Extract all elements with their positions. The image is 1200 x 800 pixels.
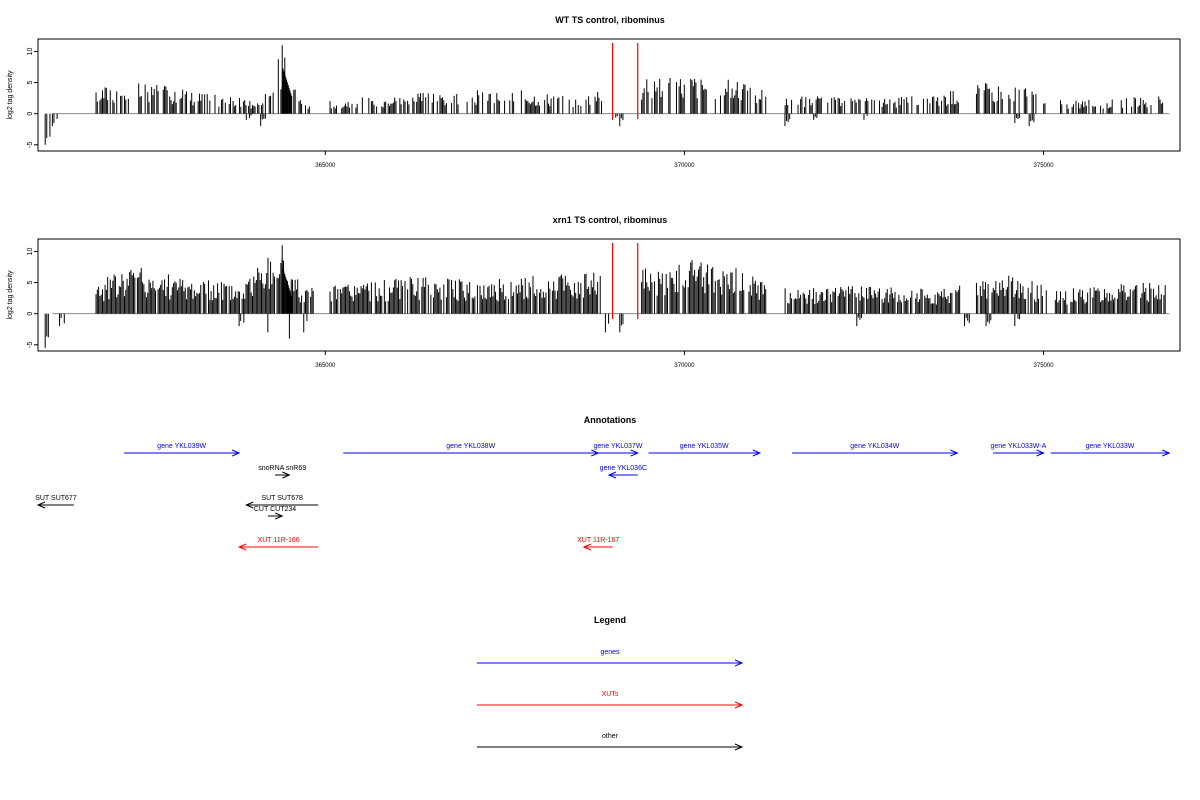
legend-item-xuts: XUTs xyxy=(477,691,744,709)
y-axis: -5 0 5 10 xyxy=(27,47,38,148)
highlight-lines xyxy=(611,243,639,319)
y-tick-label: 0 xyxy=(27,312,34,316)
panel-wt: WT TS control, ribominus log2 tag densit… xyxy=(7,15,1181,169)
legend-item-other: other xyxy=(477,733,744,751)
feature-gene-ykl034w: gene YKL034W xyxy=(792,443,959,457)
legend: Legend genes XUTs other xyxy=(477,615,744,751)
arrowhead xyxy=(231,449,241,457)
arrowhead xyxy=(282,471,291,479)
arrowhead xyxy=(1162,449,1171,457)
highlight-lines xyxy=(611,43,639,119)
annotations-track: Annotations gene YKL039W gene YKL038W gene… xyxy=(35,415,1171,551)
arrowhead xyxy=(582,543,592,551)
y-tick-label: -5 xyxy=(27,142,34,148)
y-tick-label: -5 xyxy=(27,342,34,348)
feature-xut-11r-166: XUT 11R-166 xyxy=(237,537,319,551)
feature-gene-ykl036c: gene YKL036C xyxy=(600,465,647,479)
legend-arrowhead xyxy=(734,701,744,709)
feature-snorna-snr69: snoRNA snR69 xyxy=(258,465,306,479)
feature-label: SUT SUT677 xyxy=(35,495,77,502)
feature-label: gene YKL037W xyxy=(594,443,643,450)
plot-frame xyxy=(37,238,1181,352)
x-tick-label: 370000 xyxy=(674,163,695,169)
legend-title: Legend xyxy=(594,615,626,625)
panel-title: WT TS control, ribominus xyxy=(555,15,665,25)
feature-gene-ykl035w: gene YKL035W xyxy=(648,443,762,457)
legend-label: other xyxy=(602,733,619,740)
feature-xut-11r-167: XUT 11R-167 xyxy=(577,537,619,551)
x-tick-label: 365000 xyxy=(315,363,336,369)
feature-sut-sut678: SUT SUT678 xyxy=(245,495,319,509)
density-bars xyxy=(44,45,1170,145)
arrowhead xyxy=(630,449,639,457)
arrowhead xyxy=(245,501,254,509)
feature-label: gene YKL039W xyxy=(157,443,206,450)
feature-gene-ykl038w: gene YKL038W xyxy=(343,443,600,457)
feature-label: gene YKL034W xyxy=(850,443,899,450)
arrowhead xyxy=(237,543,247,551)
legend-label: genes xyxy=(600,649,620,656)
x-tick-label: 375000 xyxy=(1034,163,1055,169)
legend-item-genes: genes xyxy=(477,649,744,667)
x-tick-label: 375000 xyxy=(1034,363,1055,369)
feature-label: gene YKL036C xyxy=(600,465,647,472)
y-tick-label: 5 xyxy=(27,281,34,285)
feature-label: gene YKL035W xyxy=(680,443,729,450)
plot-frame xyxy=(37,38,1181,152)
arrowhead xyxy=(36,501,46,509)
feature-label: XUT 11R-167 xyxy=(577,537,619,544)
annotations-title: Annotations xyxy=(584,415,637,425)
feature-gene-ykl033w: gene YKL033W xyxy=(1050,443,1171,457)
x-tick-label: 370000 xyxy=(674,363,695,369)
feature-cut-cut234: CUT CUT234 xyxy=(254,506,296,520)
arrowhead xyxy=(275,512,284,520)
feature-gene-ykl037w: gene YKL037W xyxy=(594,443,643,457)
x-tick-label: 365000 xyxy=(315,163,336,169)
arrowhead xyxy=(752,449,762,457)
arrowhead xyxy=(607,471,617,479)
y-axis: -5 0 5 10 xyxy=(27,247,38,348)
feature-label: gene YKL033W xyxy=(1086,443,1135,450)
y-tick-label: 10 xyxy=(27,47,34,55)
feature-label: XUT 11R-166 xyxy=(258,537,300,544)
density-bars xyxy=(44,245,1170,348)
feature-sut-sut677: SUT SUT677 xyxy=(35,495,77,509)
feature-label: CUT CUT234 xyxy=(254,506,296,513)
y-axis-label: log2 tag density xyxy=(7,270,14,320)
y-tick-label: 10 xyxy=(27,247,34,255)
feature-gene-ykl033w-a: gene YKL033W-A xyxy=(991,443,1047,457)
feature-label: gene YKL033W-A xyxy=(991,443,1047,450)
legend-label: XUTs xyxy=(602,691,619,698)
arrowhead xyxy=(1036,449,1045,457)
legend-arrowhead xyxy=(734,659,744,667)
y-tick-label: 5 xyxy=(27,81,34,85)
legend-arrowhead xyxy=(734,743,744,751)
panel-xrn1: xrn1 TS control, ribominus log2 tag dens… xyxy=(7,215,1181,369)
feature-label: SUT SUT678 xyxy=(261,495,303,502)
feature-label: snoRNA snR69 xyxy=(258,465,306,472)
feature-label: gene YKL038W xyxy=(446,443,495,450)
feature-gene-ykl039w: gene YKL039W xyxy=(124,443,241,457)
y-axis-label: log2 tag density xyxy=(7,70,14,120)
arrowhead xyxy=(950,449,959,457)
x-axis: 365000 370000 375000 xyxy=(315,351,1054,369)
x-axis: 365000 370000 375000 xyxy=(315,151,1054,169)
panel-title: xrn1 TS control, ribominus xyxy=(553,215,668,225)
y-tick-label: 0 xyxy=(27,112,34,116)
